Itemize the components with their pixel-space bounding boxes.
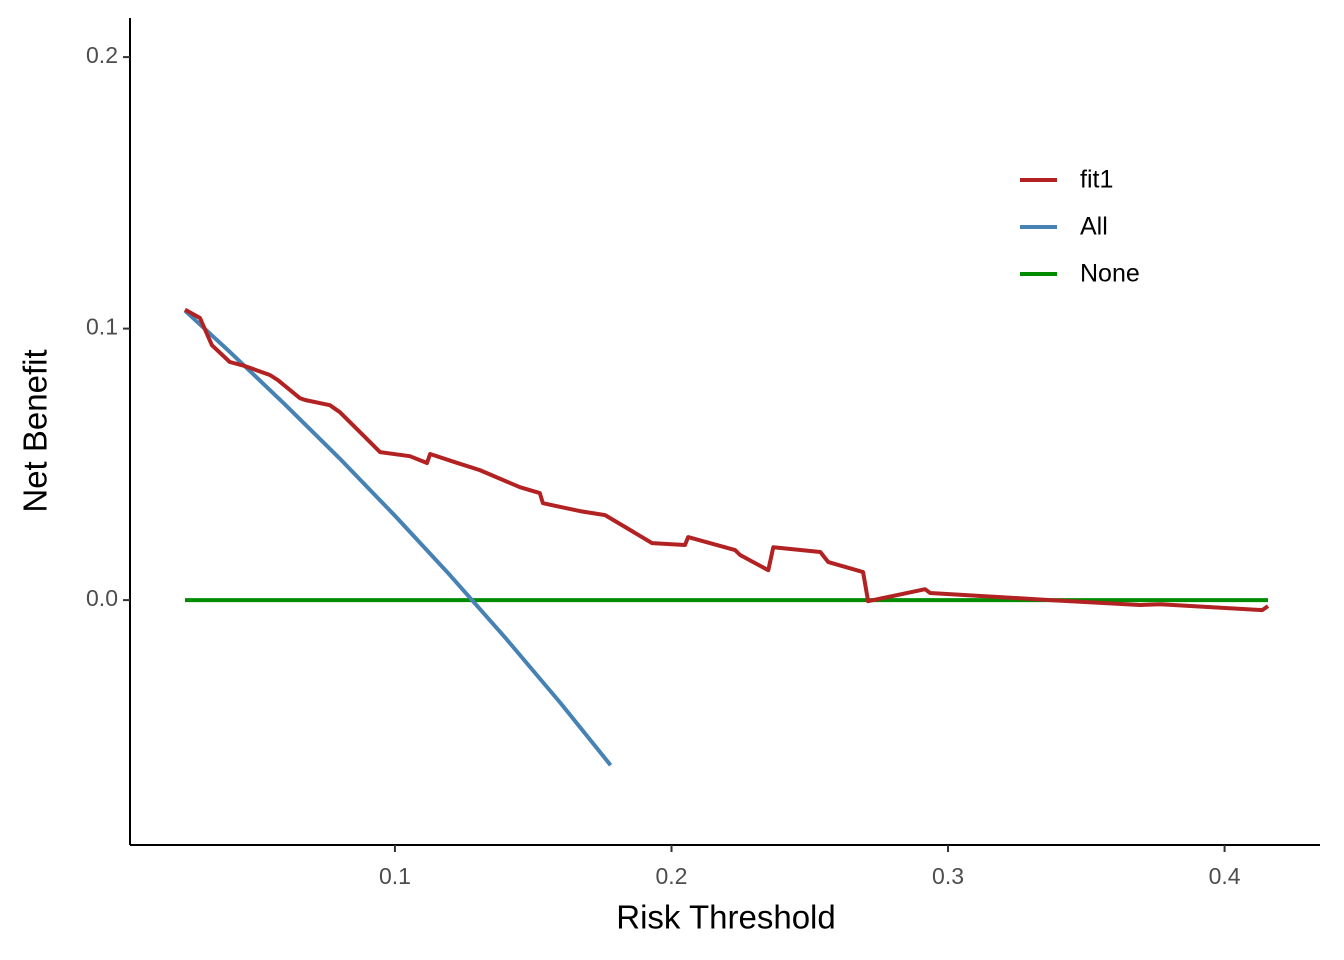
y-tick-label: 0.0 <box>86 585 118 611</box>
x-axis-title: Risk Threshold <box>616 899 835 936</box>
x-tick-label: 0.4 <box>1209 863 1241 889</box>
legend-label: None <box>1080 260 1140 288</box>
legend-label: fit1 <box>1080 166 1113 194</box>
series-line <box>184 307 1270 613</box>
y-axis-title: Net Benefit <box>17 349 54 512</box>
x-tick-label: 0.2 <box>655 863 687 889</box>
series-line <box>183 309 613 767</box>
y-tick-label: 0.1 <box>86 314 118 340</box>
y-tick-label: 0.2 <box>86 42 118 68</box>
legend-label: All <box>1080 213 1108 241</box>
x-tick-label: 0.1 <box>379 863 411 889</box>
x-tick-label: 0.3 <box>932 863 964 889</box>
